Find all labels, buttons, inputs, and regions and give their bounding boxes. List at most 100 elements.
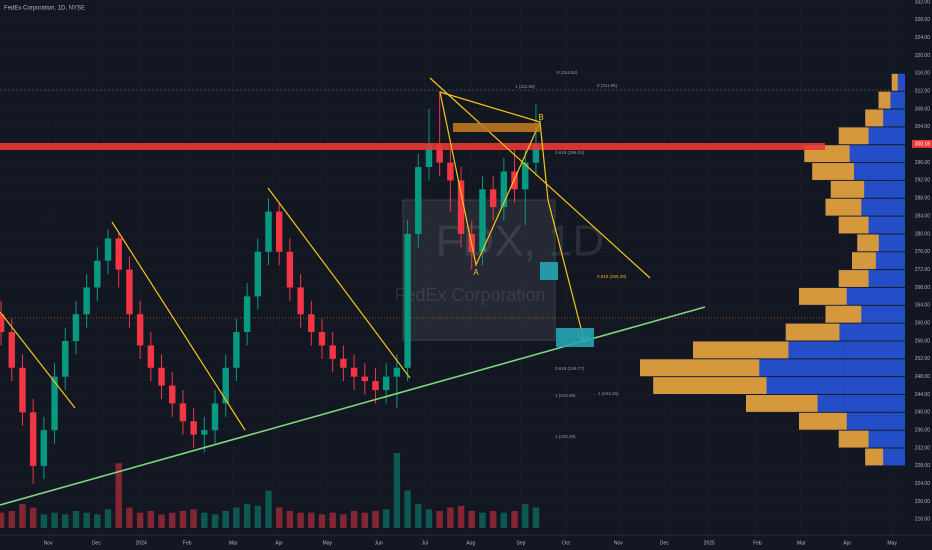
y-tick-label: 316.00 <box>915 71 931 77</box>
profile-bar-part <box>865 448 884 466</box>
volume-bar <box>511 510 518 528</box>
volume-bar <box>169 512 176 528</box>
candle-body <box>72 314 80 341</box>
volume-bar <box>404 490 411 528</box>
candle-body <box>340 358 347 368</box>
y-tick-label: 216.00 <box>915 517 931 523</box>
volume-bar <box>489 510 497 528</box>
price-label-box <box>912 139 932 148</box>
candle-body <box>522 162 529 190</box>
profile-bar-part <box>830 180 865 198</box>
target-box <box>556 328 594 347</box>
profile-bar-part <box>653 377 767 395</box>
fib-label: 0.618 (269.38) <box>597 274 627 279</box>
candle-body <box>51 376 58 431</box>
volume-bar <box>222 510 229 528</box>
volume-bar <box>457 505 465 528</box>
candle-body <box>233 332 240 368</box>
candle-body <box>19 367 26 413</box>
x-tick-label: Apr <box>275 540 283 546</box>
profile-bar-part <box>825 198 862 216</box>
y-tick-label: 332.00 <box>915 0 931 5</box>
volume-bar <box>94 514 101 528</box>
y-tick-label: 260.00 <box>915 320 931 326</box>
candle-body <box>425 144 433 168</box>
pattern-label: A <box>473 268 479 277</box>
trendline <box>0 311 76 409</box>
trendline <box>429 77 651 279</box>
volume-bar <box>447 507 454 528</box>
y-tick-label: 256.00 <box>915 338 931 344</box>
candle-body <box>104 238 112 261</box>
volume-bar <box>126 507 133 528</box>
y-tick-label: 324.00 <box>915 35 931 41</box>
volume-bar <box>382 509 390 528</box>
y-tick-label: 272.00 <box>915 267 931 273</box>
profile-bar-part <box>785 323 840 341</box>
x-tick-label: Dec <box>92 540 101 546</box>
x-tick-label: Jul <box>421 540 427 546</box>
profile-bar-part <box>838 430 869 448</box>
candle-body <box>308 314 315 333</box>
candle-body <box>254 251 262 297</box>
x-tick-label: Mar <box>797 540 806 546</box>
y-tick-label: 284.00 <box>915 213 931 219</box>
resistance-band <box>0 143 825 150</box>
x-tick-label: May <box>323 540 333 546</box>
volume-bar <box>393 453 401 528</box>
volume-bar <box>243 504 251 528</box>
fib-labels: 0 (314.92) 1 (311.86) 0 (311.96) 0.618 (296… <box>515 70 627 439</box>
volume-bar <box>350 510 358 528</box>
x-tick-label: Mar <box>229 540 238 546</box>
x-tick-label: Feb <box>753 540 762 546</box>
order-block <box>453 123 540 132</box>
y-tick-label: 264.00 <box>915 303 931 309</box>
volume-bar <box>415 504 422 528</box>
candle-body <box>489 189 497 208</box>
volume-bar <box>308 512 315 528</box>
y-tick-label: 288.00 <box>915 196 931 202</box>
volume-bar <box>62 514 69 528</box>
volume-bar <box>532 507 540 528</box>
candle-body <box>126 269 133 315</box>
volume-bar <box>297 512 304 528</box>
y-tick-label: 296.00 <box>915 160 931 166</box>
volume-bar <box>329 512 336 528</box>
candle-body <box>382 376 390 391</box>
y-tick-label: 328.00 <box>915 17 931 23</box>
candle-body <box>436 144 443 163</box>
volume-bar <box>479 512 486 528</box>
y-tick-label: 232.00 <box>915 445 931 451</box>
profile-bar-part <box>825 305 862 323</box>
candle-body <box>0 314 5 333</box>
trendlines <box>0 77 651 431</box>
y-tick-label: 220.00 <box>915 499 931 505</box>
y-tick-label: 236.00 <box>915 428 931 434</box>
profile-bar-part <box>838 270 869 287</box>
candle-body <box>361 376 368 382</box>
candle-body <box>29 412 37 466</box>
chart-title: FedEx Corporation, 1D, NYSE <box>4 6 85 12</box>
profile-bar-part <box>693 341 789 359</box>
range-box <box>402 199 556 341</box>
candle-body <box>40 430 48 466</box>
volume-bar <box>19 504 26 528</box>
volume-bar <box>361 512 368 528</box>
volume-bar <box>265 490 272 528</box>
x-tick-label: Oct <box>562 540 570 546</box>
trendline <box>439 91 541 123</box>
volume-bar <box>104 509 112 528</box>
candle-body <box>201 430 208 435</box>
volume-profile <box>640 73 905 466</box>
x-tick-label: Apr <box>843 540 851 546</box>
volume-bar <box>372 510 379 528</box>
volume-bar <box>190 509 197 528</box>
y-tick-label: 276.00 <box>915 249 931 255</box>
price-label: 300.18 <box>915 141 931 147</box>
x-tick-label: 2024 <box>136 540 147 546</box>
x-tick-label: 2025 <box>704 540 715 546</box>
candle-body <box>265 211 272 252</box>
volume-bar <box>425 509 433 528</box>
candle-body <box>275 211 283 252</box>
